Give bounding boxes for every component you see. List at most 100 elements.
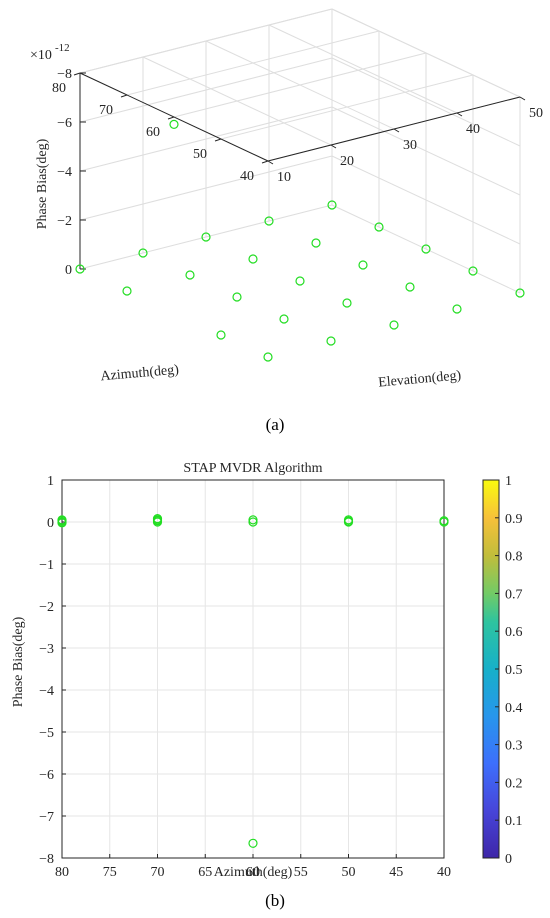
azimuth-tick-label: 80 — [52, 81, 66, 96]
azimuth-tick-mark — [73, 72, 81, 76]
data-point — [75, 264, 85, 274]
azimuth-tick-label: 60 — [146, 125, 160, 140]
data-point — [389, 320, 399, 330]
subfigure-label-b: (b) — [265, 891, 285, 910]
chart-a-3d-scatter: 40 50 60 70 80 10 20 30 40 50 0 −2 −4 −6 −8 ×10 -12 Ph… — [30, 8, 543, 434]
colorbar-tick-label: 0.6 — [505, 625, 523, 640]
x-tick-label: 50 — [342, 865, 356, 880]
x-tick-label: 75 — [103, 865, 117, 880]
elevation-tick-label: 20 — [340, 154, 354, 169]
data-point — [57, 516, 67, 526]
chart-a-tick-labels: 40 50 60 70 80 10 20 30 40 50 0 −2 −4 −6 −8 — [52, 67, 543, 278]
phase-tick-label: −6 — [57, 116, 72, 131]
colorbar-tick-label: 0.3 — [505, 739, 523, 754]
y-tick-label: −6 — [39, 768, 54, 783]
data-point — [421, 244, 431, 254]
elevation-tick-label: 30 — [403, 138, 417, 153]
chart-a-z-axis-label: Phase Bias(deg) — [35, 138, 50, 229]
data-point — [122, 286, 132, 296]
back-wall-gridline-phase — [79, 8, 333, 74]
x-tick-label: 65 — [198, 865, 212, 880]
data-point — [295, 276, 305, 286]
data-point — [327, 200, 337, 210]
phase-tick-label: −2 — [57, 214, 72, 229]
chart-b-2d-scatter: STAP MVDR Algorithm 80 75 70 65 60 55 50 45 4010… — [11, 461, 523, 910]
y-tick-label: −8 — [39, 852, 54, 867]
azimuth-tick-mark — [261, 160, 269, 164]
side-wall-gridline-phase — [331, 57, 521, 147]
data-point — [439, 517, 449, 527]
azimuth-tick-mark — [167, 116, 175, 120]
chart-b-points — [57, 514, 449, 848]
elevation-tick-label: 40 — [466, 122, 480, 137]
y-tick-label: −5 — [39, 726, 54, 741]
colorbar-tick-label: 0.7 — [505, 587, 523, 602]
azimuth-tick-label: 40 — [240, 169, 254, 184]
chart-a-x-axis-label: Azimuth(deg) — [100, 363, 180, 385]
z-exponent-power: -12 — [55, 42, 70, 54]
y-tick-label: −1 — [39, 558, 54, 573]
floor-gridline-elevation — [268, 24, 458, 114]
elevation-tick-label: 50 — [529, 106, 543, 121]
data-point — [358, 260, 368, 270]
azimuth-tick-mark — [214, 138, 222, 142]
colorbar-tick-label: 0.8 — [505, 550, 523, 565]
x-tick-label: 55 — [294, 865, 308, 880]
data-point — [138, 248, 148, 258]
chart-a-axes — [73, 72, 526, 270]
x-tick-label: 70 — [151, 865, 165, 880]
colorbar-tick-label: 0.9 — [505, 512, 523, 527]
data-point — [248, 838, 258, 848]
azimuth-tick-label: 70 — [99, 103, 113, 118]
colorbar-tick-label: 1 — [505, 474, 512, 489]
data-point — [152, 515, 163, 525]
x-tick-label: 45 — [389, 865, 403, 880]
y-tick-label: 0 — [47, 516, 54, 531]
data-point — [452, 304, 462, 314]
chart-a-points — [75, 119, 525, 362]
back-wall-gridline-phase — [79, 204, 333, 270]
side-wall-gridline-phase — [331, 204, 521, 294]
data-point — [515, 288, 525, 298]
data-point — [326, 336, 336, 346]
chart-b-title: STAP MVDR Algorithm — [183, 461, 322, 476]
chart-b-tick-labels: 80 75 70 65 60 55 50 45 40 1 0 −1 −2 −3 −4 −5 −6 −7 −8 — [39, 474, 451, 880]
data-point — [169, 119, 179, 129]
back-wall-gridline-phase — [79, 57, 333, 123]
chart-b-x-axis-label: Azimuth(deg) — [214, 865, 293, 880]
phase-tick-label: −4 — [57, 165, 72, 180]
side-wall-gridline-phase — [331, 155, 521, 245]
x-tick-label: 40 — [437, 865, 451, 880]
data-point — [216, 330, 226, 340]
z-exponent-base: ×10 — [30, 48, 52, 63]
data-point — [248, 254, 258, 264]
data-point — [232, 292, 242, 302]
elevation-tick-mark — [267, 160, 274, 165]
colorbar-tick-label: 0.2 — [505, 776, 523, 791]
colorbar-tick-label: 0.5 — [505, 663, 523, 678]
elevation-tick-label: 10 — [277, 170, 291, 185]
chart-a-y-axis-label: Elevation(deg) — [378, 368, 463, 390]
x-tick-label: 60 — [246, 865, 260, 880]
y-tick-label: −7 — [39, 810, 54, 825]
elevation-tick-mark — [330, 144, 337, 149]
colorbar-tick-labels: 0 0.1 0.2 0.3 0.4 0.5 0.6 0.7 0.8 0.9 1 — [495, 474, 523, 867]
elevation-tick-mark — [456, 112, 463, 117]
y-tick-label: 1 — [47, 474, 54, 489]
elevation-tick-mark — [519, 96, 526, 101]
floor-gridline-elevation — [205, 40, 395, 130]
phase-tick-label: −8 — [57, 67, 72, 82]
data-point — [263, 352, 273, 362]
phase-tick-label: 0 — [65, 263, 72, 278]
data-point — [374, 222, 384, 232]
floor-gridline-elevation — [142, 56, 332, 146]
y-tick-label: −2 — [39, 600, 54, 615]
colorbar-tick-label: 0.1 — [505, 814, 523, 829]
back-wall-gridline-phase — [79, 155, 333, 221]
back-wall-gridline-phase — [79, 106, 333, 172]
side-wall-gridline-phase — [331, 8, 521, 98]
y-tick-label: −4 — [39, 684, 54, 699]
data-point — [405, 282, 415, 292]
data-point — [264, 216, 274, 226]
